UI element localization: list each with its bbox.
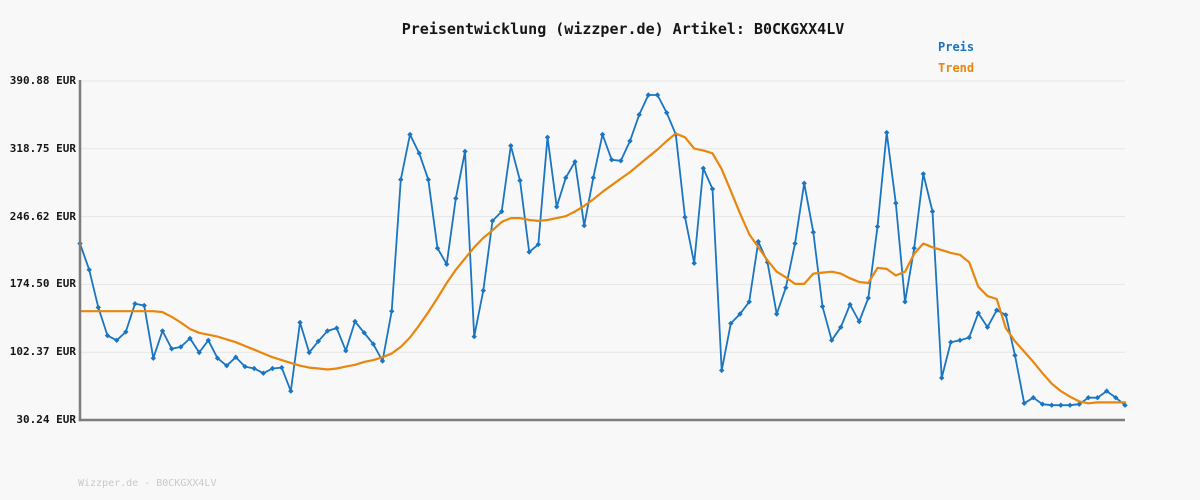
y-axis-tick-label: 246.62 EUR (9, 209, 76, 223)
legend-item-preis: Preis (938, 40, 975, 54)
y-axis-tick-label: 102.37 EUR (9, 345, 76, 359)
trend-series-line (78, 132, 1127, 405)
legend-item-trend: Trend (938, 61, 975, 75)
y-axis-tick-label: 174.50 EUR (9, 277, 76, 291)
y-axis-tick-label: 318.75 EUR (9, 141, 76, 155)
preis-series-markers (77, 92, 1128, 408)
chart-title: Preisentwicklung (wizzper.de) Artikel: B… (401, 20, 845, 38)
watermark-text: Wizzper.de - B0CKGXX4LV (78, 478, 217, 489)
y-axis-tick-label: 30.24 EUR (16, 413, 76, 426)
y-axis-tick-label: 390.88 EUR (9, 74, 76, 87)
